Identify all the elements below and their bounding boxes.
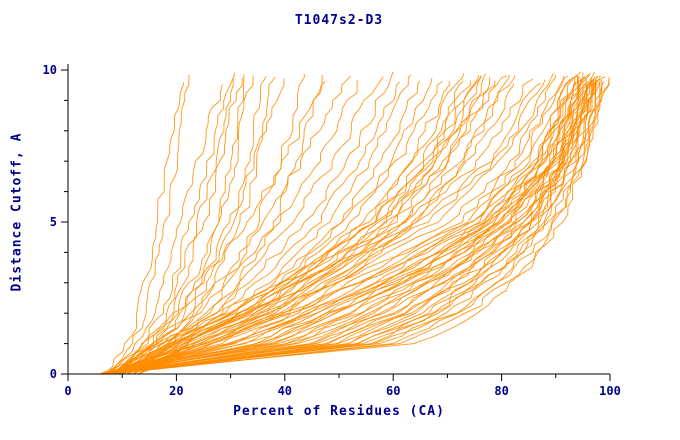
gdt-curve: [127, 75, 254, 375]
gdt-curve: [99, 78, 601, 375]
gdt-curve: [99, 77, 610, 375]
gdt-curve: [111, 81, 600, 375]
gdt-curve: [101, 76, 606, 375]
gdt-curve: [121, 76, 384, 375]
x-tick-label: 80: [494, 384, 508, 398]
gdt-curve: [101, 80, 589, 375]
gdt-curve: [106, 84, 223, 375]
gdt-curve: [132, 75, 479, 375]
curves-group: [99, 71, 610, 375]
gdt-curve: [100, 76, 581, 375]
gdt-curve: [106, 79, 358, 375]
gdt-curve: [100, 76, 595, 375]
gdt-curve: [106, 82, 587, 375]
gdt-curve: [112, 72, 236, 375]
gdt-curve: [121, 76, 267, 375]
x-axis-label: Percent of Residues (CA): [233, 404, 445, 419]
gdt-curve: [111, 75, 602, 375]
y-tick-label: 5: [50, 215, 57, 229]
x-tick-label: 40: [278, 384, 292, 398]
gdt-curve: [121, 78, 243, 375]
gdt-curve: [111, 75, 569, 375]
gdt-curve: [105, 78, 591, 375]
gdt-curve: [106, 74, 557, 375]
gdt-curve: [101, 76, 565, 375]
gdt-curve: [104, 82, 184, 375]
gdt-curve: [138, 73, 486, 375]
gdt-curve: [111, 76, 585, 375]
gdt-curve: [110, 73, 555, 375]
gdt-curve: [121, 77, 433, 375]
gdt-curve: [132, 77, 276, 375]
gdt-curve: [100, 78, 582, 375]
gdt-curve: [110, 72, 584, 375]
gdt-curve: [127, 81, 400, 375]
gdt-curve: [110, 81, 605, 375]
gdt-curve: [110, 80, 326, 375]
x-tick-label: 60: [386, 384, 400, 398]
gdt-curve: [105, 77, 587, 375]
gdt-curve: [106, 78, 601, 375]
gdt-curve: [105, 71, 582, 375]
x-tick-label: 100: [599, 384, 621, 398]
gdt-curve: [106, 83, 598, 375]
gdt-curve: [99, 78, 533, 375]
gdt-curve: [116, 78, 234, 375]
gdt-curve: [115, 78, 285, 375]
gdt-curve: [117, 75, 508, 375]
gdt-curve: [121, 75, 515, 375]
gdt-curve: [110, 72, 465, 375]
gdt-curve: [110, 74, 190, 375]
y-tick-label: 0: [50, 367, 57, 381]
x-tick-label: 0: [64, 384, 71, 398]
chart-title: T1047s2-D3: [294, 13, 384, 28]
gdt-curve: [121, 75, 482, 375]
gdt-curve: [100, 76, 574, 375]
gdt-curve: [128, 77, 491, 375]
gdt-curve: [100, 79, 546, 375]
gdt-curve: [112, 84, 596, 375]
gdt-curve: [137, 75, 510, 375]
gdt-curve: [106, 78, 571, 375]
gdt-curve: [126, 83, 515, 375]
x-tick-label: 20: [169, 384, 183, 398]
gdt-curve: [106, 82, 542, 375]
gdt-curve: [110, 81, 598, 375]
gdt-curve: [106, 71, 595, 375]
y-tick-label: 10: [43, 63, 57, 77]
